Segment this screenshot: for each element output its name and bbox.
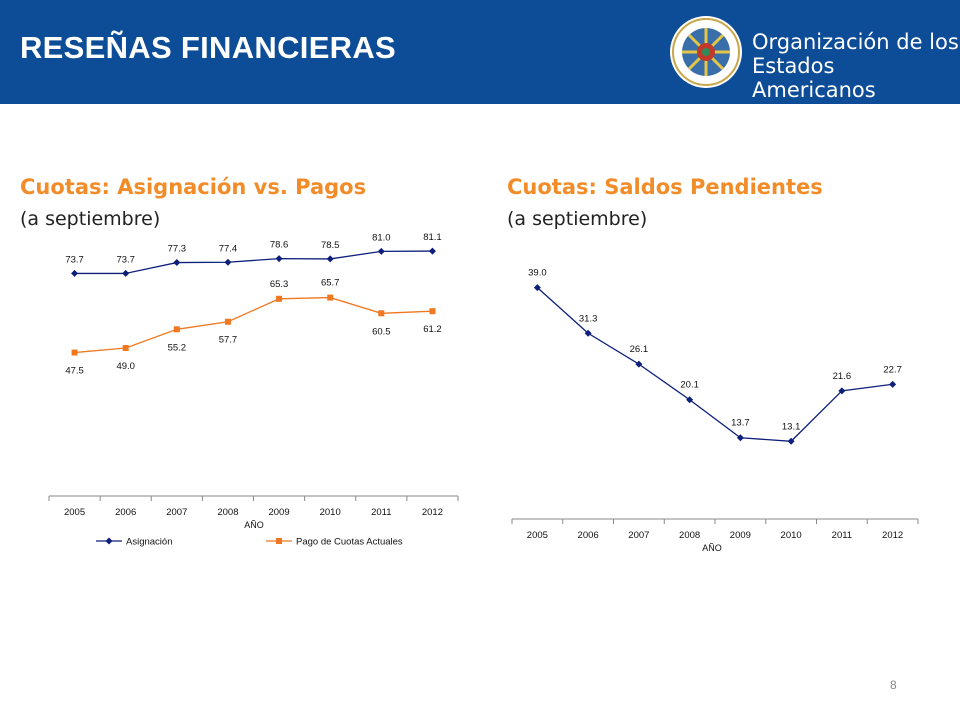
left-point-1-2005 (71, 349, 78, 356)
right-data-label-0-2009: 13.7 (731, 418, 750, 429)
right-point-0-2009 (736, 434, 744, 442)
right-data-label-0-2008: 20.1 (680, 380, 699, 391)
right-tick-label-2008: 2008 (679, 530, 700, 541)
right-point-0-2012 (889, 380, 897, 388)
right-tick-label-2006: 2006 (578, 530, 599, 541)
header-bar: RESEÑAS FINANCIERAS Organización de los … (0, 0, 960, 104)
left-data-label-1-2007: 55.2 (168, 342, 187, 353)
left-point-1-2009 (276, 295, 283, 302)
left-point-0-2008 (224, 258, 232, 266)
left-x-axis-title: AÑO (244, 520, 264, 530)
left-legend-marker-0 (105, 537, 113, 545)
left-data-label-1-2011: 60.5 (372, 326, 391, 337)
right-tick-label-2009: 2009 (730, 530, 751, 541)
left-legend-label-0: Asignación (126, 537, 172, 548)
right-data-label-0-2006: 31.3 (579, 313, 598, 324)
chart-subtitle-left: (a septiembre) (20, 208, 161, 230)
right-data-label-0-2005: 39.0 (528, 268, 547, 279)
left-point-1-2008 (224, 318, 231, 325)
right-tick-label-2010: 2010 (781, 530, 802, 541)
right-data-label-0-2011: 21.6 (833, 371, 852, 382)
left-point-0-2007 (173, 259, 181, 267)
left-data-label-1-2010: 65.7 (321, 278, 340, 289)
right-point-0-2008 (686, 396, 694, 404)
left-data-label-0-2012: 81.1 (423, 232, 442, 243)
right-tick-label-2007: 2007 (628, 530, 649, 541)
left-data-label-0-2006: 73.7 (116, 254, 135, 265)
chart-title-left: Cuotas: Asignación vs. Pagos (20, 175, 367, 199)
right-series-line-0 (536, 287, 893, 442)
right-x-axis-title: AÑO (702, 543, 722, 553)
left-data-label-1-2009: 65.3 (270, 279, 289, 290)
left-point-0-2009 (275, 255, 283, 263)
right-point-0-2011 (838, 387, 846, 395)
right-tick-label-2005: 2005 (527, 530, 548, 541)
org-name-line2: Estados Americanos (752, 54, 876, 102)
left-series-line-1 (74, 296, 433, 354)
left-point-0-2012 (428, 247, 436, 255)
left-data-label-0-2005: 73.7 (65, 254, 84, 265)
left-point-0-2005 (71, 269, 79, 277)
left-data-label-0-2009: 78.6 (270, 240, 289, 251)
left-data-label-1-2008: 57.7 (219, 335, 238, 346)
left-tick-label-2007: 2007 (166, 507, 187, 518)
left-legend-marker-1 (276, 538, 282, 544)
left-data-label-1-2006: 49.0 (116, 361, 135, 372)
right-point-0-2006 (584, 329, 592, 337)
left-data-label-0-2010: 78.5 (321, 240, 340, 251)
left-legend-label-1: Pago de Cuotas Actuales (296, 537, 403, 548)
left-point-1-2006 (122, 345, 129, 352)
left-data-label-0-2011: 81.0 (372, 232, 391, 243)
right-data-label-0-2012: 22.7 (883, 364, 902, 375)
oas-seal-icon (670, 16, 742, 88)
right-point-0-2010 (787, 437, 795, 445)
right-tick-label-2011: 2011 (832, 530, 852, 541)
left-tick-label-2009: 2009 (268, 507, 289, 518)
chart-subtitle-right: (a septiembre) (507, 208, 648, 230)
left-point-0-2011 (377, 247, 385, 255)
left-data-label-1-2012: 61.2 (423, 324, 442, 335)
left-point-1-2012 (429, 308, 436, 315)
left-point-0-2006 (122, 269, 130, 277)
left-tick-label-2008: 2008 (217, 507, 238, 518)
right-tick-label-2012: 2012 (882, 530, 903, 541)
organization-name: Organización de los Estados Americanos (752, 30, 960, 102)
left-tick-label-2011: 2011 (371, 507, 391, 518)
left-tick-label-2010: 2010 (320, 507, 341, 518)
right-data-label-0-2010: 13.1 (782, 421, 801, 432)
chart-title-right: Cuotas: Saldos Pendientes (507, 175, 823, 199)
page-number: 8 (890, 678, 897, 692)
left-point-1-2011 (378, 310, 385, 317)
page-title: RESEÑAS FINANCIERAS (20, 30, 397, 65)
right-point-0-2007 (635, 360, 643, 368)
left-data-label-0-2007: 77.3 (168, 244, 187, 255)
left-tick-label-2005: 2005 (64, 507, 85, 518)
left-series-line-0 (74, 250, 433, 275)
left-point-1-2010 (327, 294, 334, 301)
left-data-label-0-2008: 77.4 (219, 243, 238, 254)
left-point-1-2007 (173, 326, 180, 333)
left-tick-label-2012: 2012 (422, 507, 443, 518)
right-data-label-0-2007: 26.1 (630, 344, 649, 355)
left-point-0-2010 (326, 255, 334, 263)
right-point-0-2005 (533, 284, 541, 292)
org-name-line1: Organización de los (752, 30, 959, 54)
left-tick-label-2006: 2006 (115, 507, 136, 518)
left-data-label-1-2005: 47.5 (65, 366, 84, 377)
